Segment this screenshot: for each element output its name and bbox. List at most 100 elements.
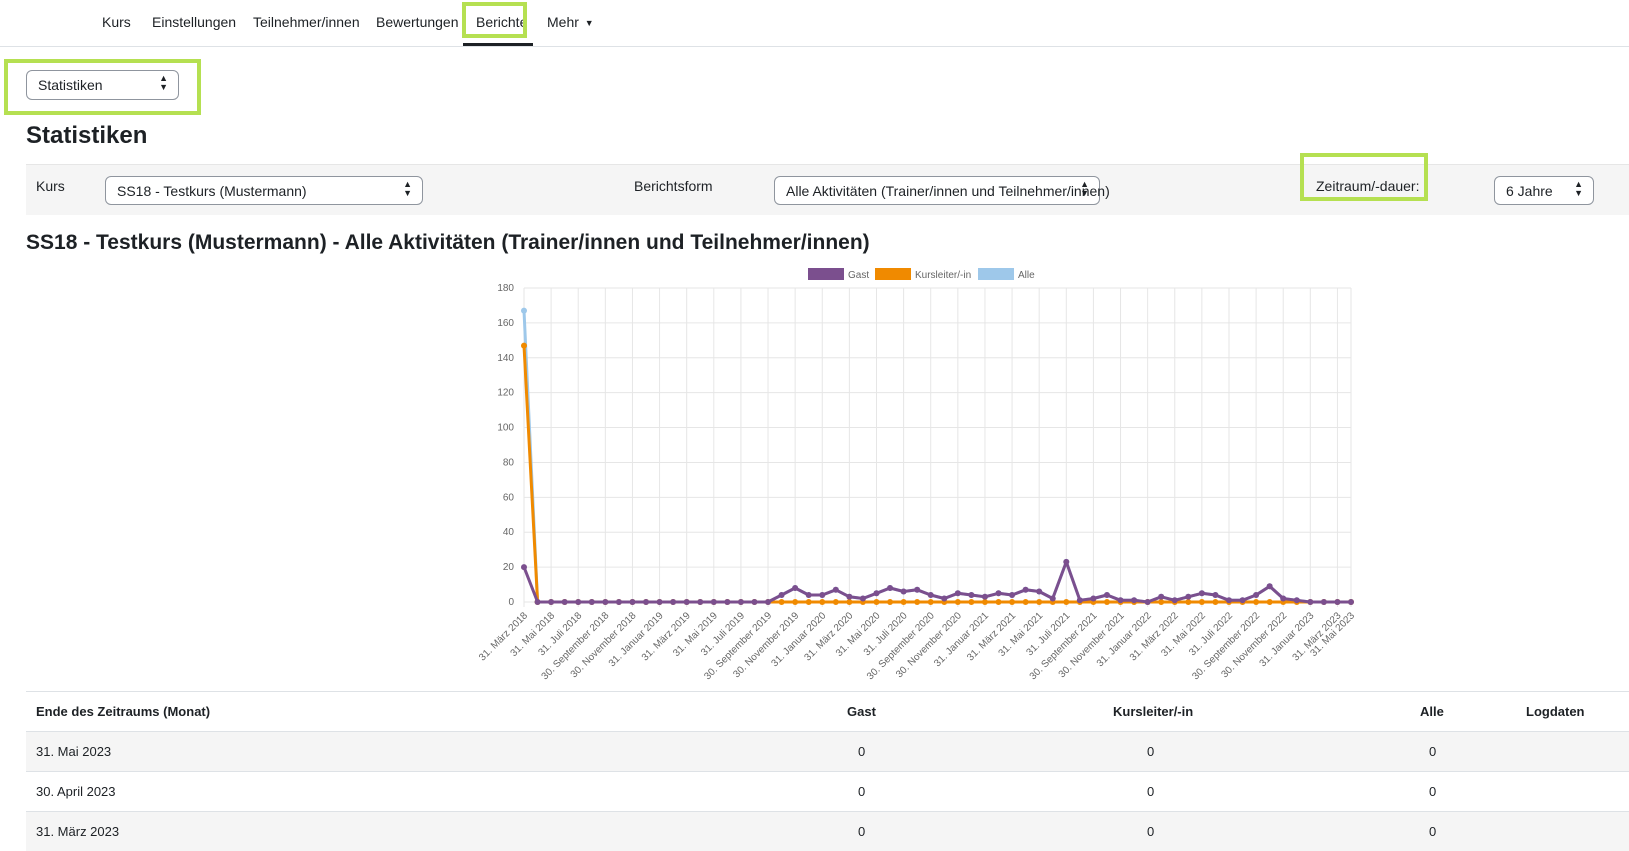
data-point-kursleiterin [1185,599,1192,605]
data-point-gast [927,592,934,599]
data-point-gast [1090,595,1097,602]
cell-gast: 0 [858,784,866,799]
y-tick-label: 80 [503,457,515,468]
data-point-gast [1239,597,1246,604]
y-tick-label: 120 [497,388,514,399]
data-point-kursleiterin [1266,599,1273,605]
data-point-kursleiterin [900,599,907,605]
period-select[interactable]: 6 Jahre ▲ ▼ [1494,176,1594,205]
data-point-gast [1076,597,1083,604]
nav-tab-einstellungen[interactable]: Einstellungen [152,14,237,30]
data-point-gast [1131,597,1138,604]
data-point-gast [1198,590,1205,597]
data-point-gast [1063,558,1070,565]
data-point-gast [1225,597,1232,604]
data-point-gast [710,599,717,605]
course-select-value: SS18 - Testkurs (Mustermann) [117,183,307,199]
data-point-gast [954,590,961,597]
data-point-gast [792,585,799,592]
report-type-select[interactable]: Statistiken ▲ ▼ [26,70,179,100]
data-point-gast [1117,597,1124,604]
data-point-kursleiterin [846,599,853,605]
report-form-label: Berichtsform [634,178,713,194]
header-gast: Gast [847,704,876,719]
series-line-alle [522,310,1351,604]
secondary-navigation: Kurs Einstellungen Teilnehmer/innen Bewe… [0,0,1629,47]
data-point-gast [670,599,677,605]
data-point-gast [751,599,758,605]
nav-tab-berichte[interactable]: Berichte [476,14,528,30]
data-point-gast [1049,595,1056,602]
data-point-kursleiterin [521,342,527,349]
data-point-kursleiterin [914,599,921,605]
data-point-gast [887,585,894,592]
course-label: Kurs [36,178,65,194]
data-point-gast [697,599,704,605]
legend-label: Gast [848,270,869,281]
report-form-select-value: Alle Aktivitäten (Trainer/innen und Teil… [786,183,1110,199]
highlight-report-select [4,59,201,115]
data-point-kursleiterin [927,599,934,605]
select-arrows-icon: ▲ ▼ [1080,179,1089,198]
cell-alle: 0 [1429,824,1437,839]
data-point-gast [1103,592,1110,599]
data-point-gast [1253,592,1260,599]
period-label: Zeitraum/-dauer: [1316,178,1420,194]
nav-tab-teilnehmer[interactable]: Teilnehmer/innen [253,14,360,30]
data-point-gast [995,590,1002,597]
cell-kursleiter: 0 [1147,824,1155,839]
data-point-gast [561,599,568,605]
nav-more-menu[interactable]: Mehr ▼ [547,14,594,30]
data-point-gast [1009,592,1016,599]
data-point-gast [981,593,988,600]
nav-tab-kurs[interactable]: Kurs [102,14,131,30]
data-point-gast [548,599,555,605]
course-select[interactable]: SS18 - Testkurs (Mustermann) ▲ ▼ [105,176,423,205]
data-point-gast [900,588,907,595]
data-point-kursleiterin [968,599,975,605]
data-point-kursleiterin [1158,599,1165,605]
data-point-gast [805,592,812,599]
y-tick-label: 140 [497,353,514,364]
data-point-gast [1171,597,1178,604]
data-point-kursleiterin [1036,599,1043,605]
legend-label: Alle [1018,270,1035,281]
data-point-alle [521,307,527,314]
data-point-gast [1320,599,1327,605]
data-point-kursleiterin [819,599,826,605]
header-kursleiter: Kursleiter/-in [1113,704,1194,719]
data-point-gast [1212,592,1219,599]
data-point-kursleiterin [981,599,988,605]
report-heading: SS18 - Testkurs (Mustermann) - Alle Akti… [26,231,870,254]
data-point-gast [1266,583,1273,590]
legend-label: Kursleiter/-in [915,270,971,281]
data-point-gast [521,564,527,571]
data-point-gast [588,599,595,605]
highlight-berichte [462,2,527,38]
data-point-kursleiterin [1022,599,1029,605]
nav-more-label: Mehr [547,14,579,30]
report-type-select-value: Statistiken [38,77,103,93]
cell-period-end: 31. März 2023 [36,824,120,839]
data-point-gast [968,592,975,599]
page-title: Statistiken [26,122,148,149]
data-point-kursleiterin [778,599,785,605]
data-point-kursleiterin [1009,599,1016,605]
y-tick-label: 160 [497,318,514,329]
report-form-select[interactable]: Alle Aktivitäten (Trainer/innen und Teil… [774,176,1110,205]
select-arrows-icon: ▲ ▼ [1574,179,1583,198]
nav-tab-bewertungen[interactable]: Bewertungen [376,14,459,30]
data-point-kursleiterin [995,599,1002,605]
data-point-kursleiterin [1253,599,1260,605]
chevron-down-icon: ▼ [584,18,594,28]
data-point-gast [765,599,772,605]
cell-period-end: 31. Mai 2023 [36,744,112,759]
data-point-kursleiterin [954,599,961,605]
filter-bar: Kurs SS18 - Testkurs (Mustermann) ▲ ▼ Ber… [26,164,1629,215]
cell-kursleiter: 0 [1147,744,1155,759]
data-point-gast [1036,588,1043,595]
table-row: 30. April 2023 0 0 0 [26,771,1629,811]
data-point-gast [534,599,541,605]
data-point-gast [656,599,663,605]
